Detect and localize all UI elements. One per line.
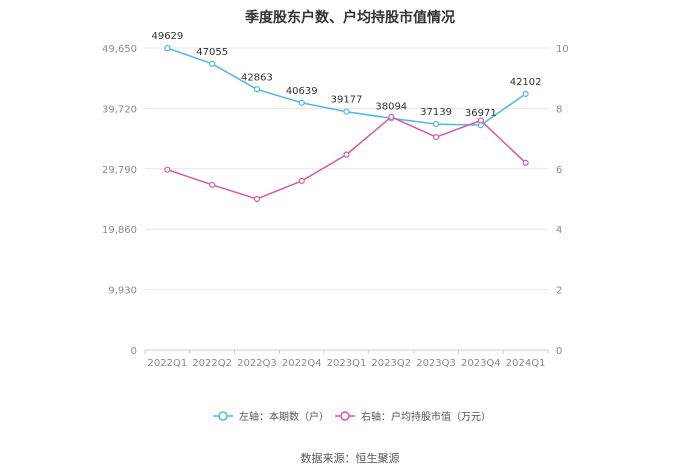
data-label: 39177 [331,95,363,106]
left-axis-tick-label: 9,930 [108,286,137,297]
data-label: 40639 [286,86,318,97]
right-axis-tick-label: 0 [556,346,562,357]
source-note: 数据来源：恒生聚源 [301,451,400,465]
left-axis-tick-label: 29,790 [102,165,137,176]
x-axis-tick-label: 2023Q4 [461,358,501,369]
data-label: 49629 [151,31,183,42]
series-1-point [432,120,440,128]
data-label: 47055 [196,47,228,58]
series-2-point [164,166,171,173]
legend-marker-1 [218,411,228,421]
series-1-point [209,60,216,67]
legend-marker-2 [340,411,350,421]
x-axis-tick-label: 2022Q1 [148,358,188,369]
right-axis-tick-label: 2 [556,286,562,297]
series-2-point [477,117,484,124]
right-axis-tick-label: 6 [556,165,562,176]
series-line-2 [167,116,527,200]
series-1-point [343,108,350,115]
left-axis-tick-label: 0 [131,346,137,357]
series-1-point [298,99,305,106]
legend-label-1: 左轴：本期数（户） [239,410,329,423]
series [164,45,529,203]
data-label: 42863 [241,72,273,83]
series-2-point [522,159,529,166]
series-1-point [164,45,171,52]
series-2-point [209,181,216,188]
legend-label-2: 右轴：户均持股市值（万元） [361,410,491,423]
left-axis-tick-label: 49,650 [102,44,137,55]
x-axis-tick-label: 2024Q1 [506,358,546,369]
legend: 左轴：本期数（户） 右轴：户均持股市值（万元） [213,410,491,423]
grid [145,47,548,351]
series-2-point [253,195,261,203]
x-axis-tick-label: 2023Q1 [327,358,367,369]
data-label: 38094 [375,101,407,112]
axes: 0 9,930 19,860 29,790 39,720 49,650 0 2 4 6 8 10 202… [102,44,569,369]
series-1-point [253,86,261,93]
series-2-point [298,177,305,184]
x-axis-tick-label: 2022Q3 [237,358,277,369]
series-2-point [388,113,395,120]
x-axis-tick-label: 2022Q2 [192,358,232,369]
data-label: 42102 [510,77,542,88]
data-label: 37139 [420,107,452,118]
right-axis-tick-label: 4 [556,225,562,236]
x-axis-tick-label: 2023Q3 [416,358,456,369]
right-axis-tick-label: 8 [556,104,562,115]
series-2-point [432,133,440,141]
series-1-point [522,90,529,98]
data-labels: 49629 47055 42863 40639 39177 38094 37139 36971… [151,31,541,119]
left-axis-tick-label: 39,720 [102,104,137,115]
left-axis-tick-label: 19,860 [102,225,137,236]
right-axis-tick-label: 10 [556,44,569,55]
series-2-point [343,151,350,158]
data-label: 36971 [465,108,497,119]
x-axis-tick-label: 2023Q2 [371,358,411,369]
chart-title: 季度股东户数、户均持股市值情况 [244,9,455,26]
x-axis-tick-label: 2022Q4 [282,358,322,369]
